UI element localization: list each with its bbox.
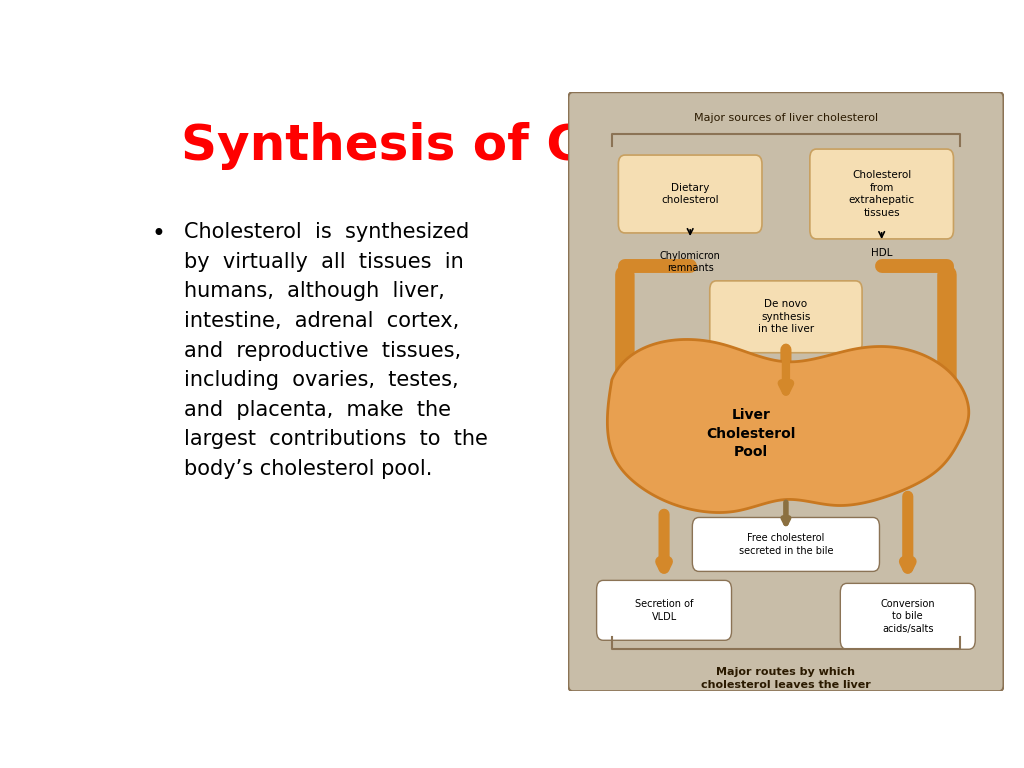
FancyBboxPatch shape (568, 92, 1004, 691)
Text: Conversion
to bile
acids/salts: Conversion to bile acids/salts (881, 599, 935, 634)
Text: Major sources of liver cholesterol: Major sources of liver cholesterol (694, 113, 878, 123)
FancyBboxPatch shape (618, 155, 762, 233)
Text: Synthesis of Cholesterol: Synthesis of Cholesterol (181, 121, 868, 170)
FancyBboxPatch shape (841, 584, 975, 649)
Text: Major routes by which
cholesterol leaves the liver: Major routes by which cholesterol leaves… (701, 667, 870, 690)
Text: Free cholesterol
secreted in the bile: Free cholesterol secreted in the bile (738, 533, 834, 555)
Text: Chylomicron
remnants: Chylomicron remnants (659, 251, 721, 273)
FancyBboxPatch shape (692, 518, 880, 571)
Text: •: • (152, 222, 166, 247)
Text: Cholesterol  is  synthesized
by  virtually  all  tissues  in
humans,  although  : Cholesterol is synthesized by virtually … (183, 222, 487, 479)
Text: Liver
Cholesterol
Pool: Liver Cholesterol Pool (707, 409, 796, 459)
Text: Cholesterol
from
extrahepatic
tissues: Cholesterol from extrahepatic tissues (849, 170, 914, 217)
Polygon shape (607, 339, 969, 512)
FancyBboxPatch shape (810, 149, 953, 239)
Text: HDL: HDL (871, 248, 892, 258)
Text: De novo
synthesis
in the liver: De novo synthesis in the liver (758, 300, 814, 334)
Text: 28: 28 (885, 660, 905, 677)
FancyBboxPatch shape (597, 581, 731, 641)
FancyBboxPatch shape (710, 281, 862, 353)
Text: Secretion of
VLDL: Secretion of VLDL (635, 599, 693, 621)
Text: Dietary
cholesterol: Dietary cholesterol (662, 183, 719, 205)
